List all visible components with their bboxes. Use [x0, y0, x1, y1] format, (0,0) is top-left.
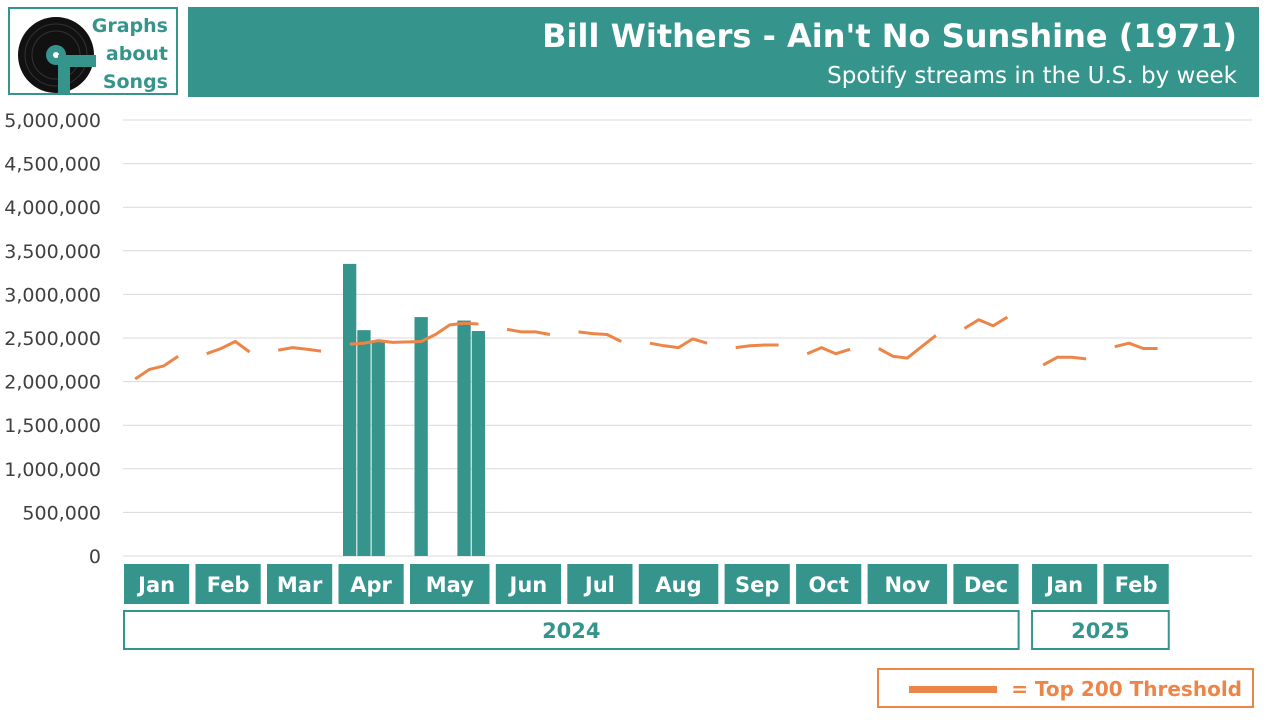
month-label-box: [1032, 564, 1098, 604]
threshold-line-segment: [806, 346, 851, 356]
threshold-line-segment: [1042, 355, 1087, 367]
month-label-box: [1103, 564, 1169, 604]
bar: [471, 331, 485, 556]
month-label-box: [796, 564, 862, 604]
y-tick-label: 500,000: [22, 502, 101, 524]
y-tick-label: 3,000,000: [4, 284, 101, 306]
month-label-box: [124, 564, 190, 604]
chart: 0 500,000 1,000,000 1,500,000 2,000,000 2,500…: [4, 110, 1252, 650]
threshold-line-segment: [649, 337, 708, 350]
y-tick-label: 2,000,000: [4, 372, 101, 394]
threshold-line-segment: [277, 346, 322, 353]
month-label: Jun: [508, 573, 548, 597]
month-label-box: [638, 564, 719, 604]
month-label-box: [410, 564, 490, 604]
chart-title: Bill Withers - Ain't No Sunshine (1971): [542, 17, 1237, 55]
legend-label-threshold: = Top 200 Threshold: [1011, 677, 1242, 701]
threshold-line-segment: [735, 343, 779, 350]
threshold-line-segment: [134, 355, 179, 381]
y-tick-label: 3,500,000: [4, 241, 101, 263]
threshold-line-segment: [506, 327, 551, 336]
threshold-line-segment: [349, 321, 479, 346]
y-tick-label: 0: [89, 546, 101, 568]
month-label-box: [567, 564, 633, 604]
logo-line-2: about: [105, 43, 168, 65]
threshold-line-segment: [206, 340, 251, 356]
month-label: Nov: [884, 573, 930, 597]
month-label: Feb: [1115, 573, 1158, 597]
month-label: Feb: [207, 573, 250, 597]
month-label-box: [495, 564, 561, 604]
month-label: Jul: [583, 573, 615, 597]
y-tick-label: 2,500,000: [4, 328, 101, 350]
month-label: Jan: [1044, 573, 1083, 597]
month-label: Mar: [277, 573, 323, 597]
month-label: Aug: [655, 573, 701, 597]
threshold-line-segment: [578, 330, 622, 343]
y-tick-label: 1,000,000: [4, 459, 101, 481]
month-label-box: [867, 564, 948, 604]
y-tick-label: 5,000,000: [4, 110, 101, 132]
y-tick-label: 4,000,000: [4, 197, 101, 219]
logo-box: Graphs about Songs: [8, 7, 178, 95]
year-label-box: [123, 610, 1020, 650]
bar: [371, 340, 385, 556]
month-label: Dec: [964, 573, 1008, 597]
month-label-box: [195, 564, 261, 604]
year-label: 2024: [542, 619, 600, 643]
bar: [414, 317, 428, 556]
year-label: 2025: [1071, 619, 1129, 643]
y-tick-label: 1,500,000: [4, 415, 101, 437]
threshold-line-segment: [963, 315, 1009, 330]
logo-line-3: Songs: [102, 71, 168, 93]
month-label-box: [338, 564, 404, 604]
legend-swatch-threshold: [909, 686, 997, 693]
month-label: Jan: [136, 573, 175, 597]
bar: [343, 263, 357, 556]
bar: [357, 330, 371, 556]
month-label: Oct: [809, 573, 849, 597]
threshold-line-segment: [1114, 341, 1158, 350]
logo-line-1: Graphs: [91, 15, 168, 37]
chart-subtitle: Spotify streams in the U.S. by week: [827, 63, 1237, 89]
vinyl-record-icon: [18, 17, 96, 95]
year-label-box: [1031, 610, 1170, 650]
month-label-box: [267, 564, 333, 604]
legend: = Top 200 Threshold: [877, 668, 1254, 708]
month-label: Sep: [735, 573, 779, 597]
header-banner: Bill Withers - Ain't No Sunshine (1971) …: [188, 7, 1259, 97]
y-tick-label: 4,500,000: [4, 154, 101, 176]
month-label: Apr: [350, 573, 392, 597]
month-label-box: [953, 564, 1019, 604]
month-label: May: [426, 573, 474, 597]
bar: [457, 320, 471, 556]
threshold-line-segment: [877, 334, 937, 360]
month-label-box: [724, 564, 790, 604]
